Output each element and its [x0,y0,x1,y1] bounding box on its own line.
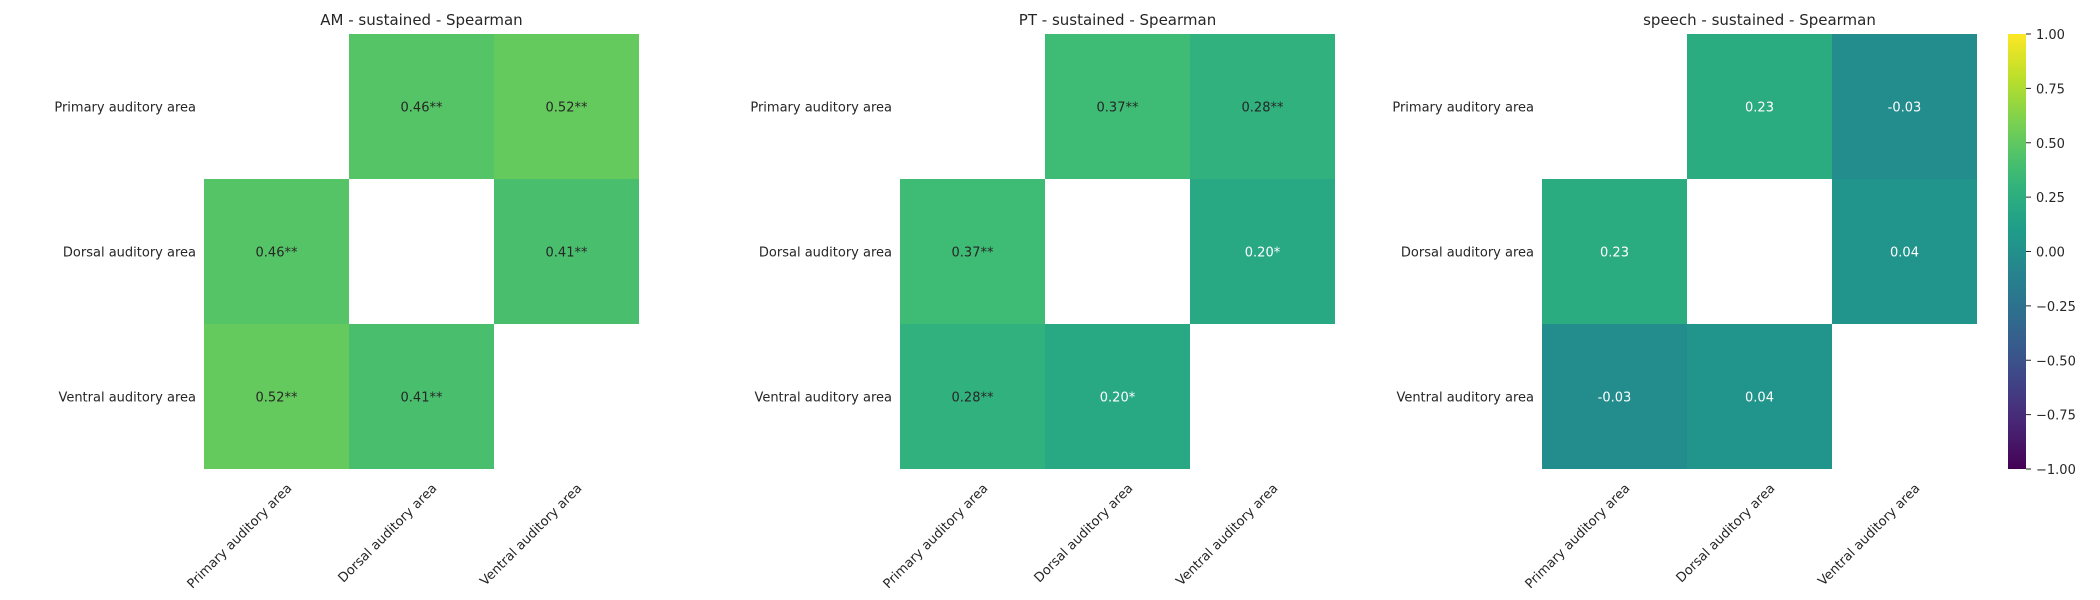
x-tick-label: Dorsal auditory area [1674,481,1779,586]
x-tick-label: Dorsal auditory area [336,481,441,586]
heatmap-cell [1687,324,1832,469]
heatmap-cell [900,179,1045,324]
cell-value-label: 0.52** [256,391,298,406]
heatmap-cell [1190,179,1335,324]
x-tick-label: Primary auditory area [1523,481,1634,592]
y-tick-label: Primary auditory area [54,101,196,116]
heatmap-cell [494,179,639,324]
y-tick-label: Primary auditory area [1392,101,1534,116]
cell-value-label: 0.28** [1242,101,1284,116]
chart-title: AM - sustained - Spearman [320,11,522,29]
colorbar-tick-label: −1.00 [2036,463,2076,478]
cell-value-label: 0.20* [1245,246,1281,261]
y-tick-label: Dorsal auditory area [759,246,892,261]
heatmap-cell [1542,324,1687,469]
colorbar-tick-label: 0.50 [2036,137,2065,152]
heatmap-cell [204,324,349,469]
x-tick-label: Primary auditory area [881,481,992,592]
y-tick-label: Primary auditory area [750,101,892,116]
cell-value-label: 0.23 [1745,101,1774,116]
cell-value-label: 0.28** [952,391,994,406]
heatmap-cell [1687,34,1832,179]
heatmap-cell [1542,179,1687,324]
cell-value-label: -0.03 [1888,101,1922,116]
heatmap-cell [1832,179,1977,324]
colorbar-tick-label: 0.00 [2036,246,2065,261]
cell-value-label: 0.04 [1745,391,1774,406]
heatmap-cell [1190,34,1335,179]
heatmap-cell [1045,324,1190,469]
heatmap-cell [494,34,639,179]
cell-value-label: 0.37** [1097,101,1139,116]
cell-value-label: 0.46** [401,101,443,116]
y-tick-label: Dorsal auditory area [63,246,196,261]
cell-value-label: 0.41** [546,246,588,261]
cell-value-label: 0.04 [1890,246,1919,261]
colorbar [2008,34,2026,469]
cell-value-label: 0.20* [1100,391,1136,406]
colorbar-tick-label: −0.75 [2036,409,2076,424]
heatmap-cell [349,324,494,469]
cell-value-label: 0.41** [401,391,443,406]
cell-value-label: 0.37** [952,246,994,261]
colorbar-tick-label: 1.00 [2036,28,2065,43]
heatmap-cell [349,34,494,179]
x-tick-label: Ventral auditory area [1173,481,1281,589]
heatmap-cell [1832,34,1977,179]
heatmap-cell [900,324,1045,469]
cell-value-label: -0.03 [1598,391,1632,406]
colorbar-tick-label: 0.75 [2036,82,2065,97]
colorbar-tick-label: 0.25 [2036,191,2065,206]
y-tick-label: Ventral auditory area [58,391,196,406]
colorbar-tick-label: −0.25 [2036,300,2076,315]
cell-value-label: 0.46** [256,246,298,261]
heatmap-cell [204,179,349,324]
chart-title: speech - sustained - Spearman [1643,11,1876,29]
x-tick-label: Primary auditory area [185,481,296,592]
colorbar-tick-label: −0.50 [2036,354,2076,369]
cell-value-label: 0.23 [1600,246,1629,261]
y-tick-label: Ventral auditory area [1396,391,1534,406]
cell-value-label: 0.52** [546,101,588,116]
heatmap-cell [1045,34,1190,179]
chart-title: PT - sustained - Spearman [1019,11,1216,29]
x-tick-label: Dorsal auditory area [1032,481,1137,586]
x-tick-label: Ventral auditory area [477,481,585,589]
y-tick-label: Dorsal auditory area [1401,246,1534,261]
x-tick-label: Ventral auditory area [1815,481,1923,589]
y-tick-label: Ventral auditory area [754,391,892,406]
